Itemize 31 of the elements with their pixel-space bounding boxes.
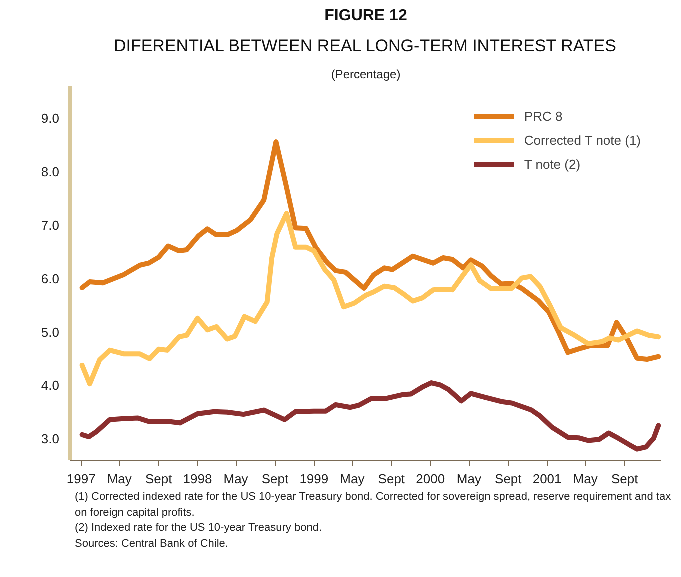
legend-label: Corrected T note (1) <box>524 132 641 148</box>
chart-title: FIGURE 12 <box>324 8 408 24</box>
y-tick-label: 5.0 <box>41 324 60 340</box>
x-tick-label: Sept <box>145 472 173 486</box>
x-tick-label: Sept <box>378 472 406 486</box>
legend-label: T note (2) <box>524 156 581 172</box>
source-note: Sources: Central Bank of Chile. <box>75 538 228 550</box>
chart-subtitle: DIFERENTIAL BETWEEN REAL LONG-TERM INTEREST RATES <box>114 36 616 56</box>
y-tick-label: 9.0 <box>41 111 60 126</box>
x-tick-label: 1999 <box>300 472 329 486</box>
x-tick-label: Sept <box>611 472 639 486</box>
y-tick-label: 6.0 <box>41 271 60 286</box>
x-tick-label: Sept <box>495 472 522 486</box>
x-tick-label: 2000 <box>416 472 446 486</box>
x-tick-label: 1998 <box>183 472 212 486</box>
y-axis-title: (Percentage) <box>331 68 401 82</box>
y-tick-label: 8.0 <box>41 164 60 180</box>
text: (2) Indexed rate for the US 10-year Treasury bond. <box>75 522 322 534</box>
x-tick-label: May <box>340 472 366 486</box>
x-tick-label: May <box>224 472 249 486</box>
x-tick-label: 1997 <box>66 472 96 486</box>
x-tick-label: Sept <box>262 472 290 486</box>
y-tick-label: 3.0 <box>41 432 60 447</box>
text: (1) Corrected indexed rate for the US 10-year Treasury bond. Corrected for sovereign spread, reserve requirement and tax on foreign capital profits. <box>75 491 672 519</box>
x-tick-label: May <box>573 472 598 486</box>
x-tick-label: 2001 <box>532 472 562 486</box>
x-tick-label: May <box>456 472 482 486</box>
x-tick-label: May <box>107 472 132 486</box>
y-tick-label: 4.0 <box>41 378 60 394</box>
legend-label: PRC 8 <box>524 108 563 124</box>
y-tick-label: 7.0 <box>41 218 60 233</box>
